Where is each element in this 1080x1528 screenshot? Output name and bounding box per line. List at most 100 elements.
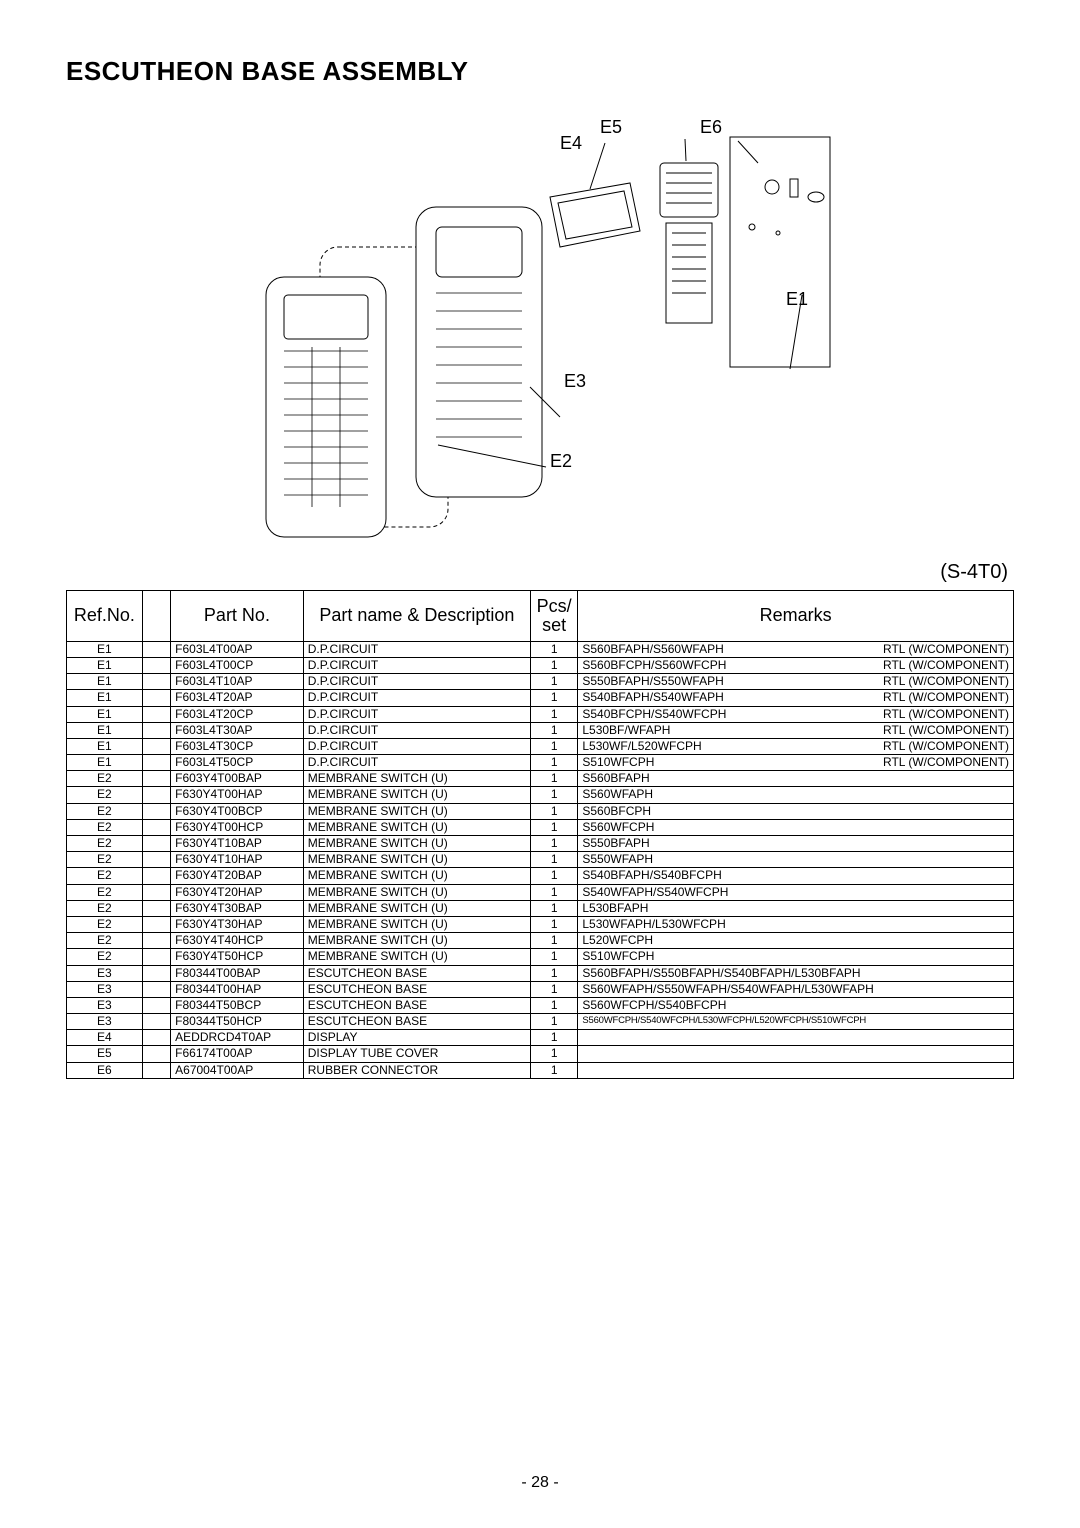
cell-ref: E2: [67, 900, 143, 916]
cell-ref: E6: [67, 1062, 143, 1078]
remarks-note: RTL (W/COMPONENT): [883, 724, 1009, 737]
cell-pcs: 1: [531, 1030, 578, 1046]
cell-description: D.P.CIRCUIT: [303, 674, 530, 690]
cell-part: A67004T00AP: [171, 1062, 304, 1078]
remarks-model: S560BFAPH/S550BFAPH/S540BFAPH/L530BFAPH: [582, 967, 860, 980]
table-row: E3F80344T50HCPESCUTCHEON BASE1S560WFCPH/…: [67, 1014, 1014, 1030]
cell-part: F80344T00HAP: [171, 981, 304, 997]
cell-flag: [142, 1014, 170, 1030]
table-row: E1F603L4T00APD.P.CIRCUIT1S560BFAPH/S560W…: [67, 641, 1014, 657]
cell-pcs: 1: [531, 997, 578, 1013]
table-row: E6A67004T00APRUBBER CONNECTOR1: [67, 1062, 1014, 1078]
cell-remarks: S540WFAPH/S540WFCPH: [578, 884, 1014, 900]
cell-flag: [142, 1046, 170, 1062]
cell-description: D.P.CIRCUIT: [303, 755, 530, 771]
cell-ref: E2: [67, 916, 143, 932]
cell-flag: [142, 738, 170, 754]
cell-flag: [142, 803, 170, 819]
cell-pcs: 1: [531, 1062, 578, 1078]
cell-remarks: S540BFAPH/S540BFCPH: [578, 868, 1014, 884]
cell-ref: E1: [67, 738, 143, 754]
remarks-model: S560WFAPH/S550WFAPH/S540WFAPH/L530WFAPH: [582, 983, 873, 996]
cell-part: F603L4T00CP: [171, 657, 304, 673]
cell-part: F630Y4T40HCP: [171, 933, 304, 949]
cell-pcs: 1: [531, 690, 578, 706]
remarks-model: L530BF/WFAPH: [582, 724, 670, 737]
remarks-model: S540BFAPH/S540WFAPH: [582, 691, 723, 704]
cell-ref: E2: [67, 819, 143, 835]
cell-part: AEDDRCD4T0AP: [171, 1030, 304, 1046]
table-row: E1F603L4T20CPD.P.CIRCUIT1S540BFCPH/S540W…: [67, 706, 1014, 722]
cell-remarks: L520WFCPH: [578, 933, 1014, 949]
th-remarks: Remarks: [578, 591, 1014, 642]
cell-description: MEMBRANE SWITCH (U): [303, 868, 530, 884]
cell-part: F630Y4T00HAP: [171, 787, 304, 803]
cell-description: MEMBRANE SWITCH (U): [303, 787, 530, 803]
cell-part: F630Y4T50HCP: [171, 949, 304, 965]
page-number: - 28 -: [0, 1474, 1080, 1492]
diagram-label-e6: E6: [700, 117, 722, 137]
cell-part: F603L4T10AP: [171, 674, 304, 690]
cell-part: F630Y4T10HAP: [171, 852, 304, 868]
diagram-label-e1: E1: [786, 289, 808, 309]
cell-pcs: 1: [531, 803, 578, 819]
diagram-label-e5: E5: [600, 117, 622, 137]
cell-flag: [142, 771, 170, 787]
cell-description: ESCUTCHEON BASE: [303, 997, 530, 1013]
cell-flag: [142, 916, 170, 932]
remarks-model: S510WFCPH: [582, 756, 654, 769]
table-row: E2F630Y4T10HAPMEMBRANE SWITCH (U)1S550WF…: [67, 852, 1014, 868]
cell-flag: [142, 819, 170, 835]
remarks-note: RTL (W/COMPONENT): [883, 708, 1009, 721]
cell-description: MEMBRANE SWITCH (U): [303, 884, 530, 900]
cell-flag: [142, 641, 170, 657]
cell-flag: [142, 1062, 170, 1078]
cell-remarks: S550WFAPH: [578, 852, 1014, 868]
table-row: E1F603L4T10APD.P.CIRCUIT1S550BFAPH/S550W…: [67, 674, 1014, 690]
cell-description: D.P.CIRCUIT: [303, 722, 530, 738]
cell-part: F603L4T20CP: [171, 706, 304, 722]
cell-remarks: S560BFAPH: [578, 771, 1014, 787]
cell-flag: [142, 787, 170, 803]
cell-part: F630Y4T10BAP: [171, 836, 304, 852]
cell-ref: E1: [67, 657, 143, 673]
remarks-model: S560BFAPH: [582, 772, 649, 785]
remarks-note: RTL (W/COMPONENT): [883, 756, 1009, 769]
cell-ref: E1: [67, 722, 143, 738]
remarks-model: S560WFCPH/S540WFCPH/L530WFCPH/L520WFCPH/…: [582, 1016, 866, 1026]
cell-pcs: 1: [531, 900, 578, 916]
cell-pcs: 1: [531, 819, 578, 835]
cell-remarks: [578, 1030, 1014, 1046]
remarks-model: L520WFCPH: [582, 934, 653, 947]
table-row: E2F630Y4T00HCPMEMBRANE SWITCH (U)1S560WF…: [67, 819, 1014, 835]
table-row: E1F603L4T50CPD.P.CIRCUIT1S510WFCPHRTL (W…: [67, 755, 1014, 771]
cell-remarks: S560BFCPH/S560WFCPHRTL (W/COMPONENT): [578, 657, 1014, 673]
cell-remarks: S560BFCPH: [578, 803, 1014, 819]
cell-remarks: S560WFAPH: [578, 787, 1014, 803]
remarks-model: S560WFCPH/S540BFCPH: [582, 999, 726, 1012]
cell-pcs: 1: [531, 981, 578, 997]
cell-description: MEMBRANE SWITCH (U): [303, 933, 530, 949]
cell-pcs: 1: [531, 722, 578, 738]
cell-pcs: 1: [531, 771, 578, 787]
cell-description: MEMBRANE SWITCH (U): [303, 852, 530, 868]
cell-description: D.P.CIRCUIT: [303, 706, 530, 722]
cell-remarks: S560BFAPH/S550BFAPH/S540BFAPH/L530BFAPH: [578, 965, 1014, 981]
table-row: E2F630Y4T20HAPMEMBRANE SWITCH (U)1S540WF…: [67, 884, 1014, 900]
remarks-note: RTL (W/COMPONENT): [883, 643, 1009, 656]
cell-flag: [142, 836, 170, 852]
cell-ref: E2: [67, 836, 143, 852]
remarks-model: S550WFAPH: [582, 853, 653, 866]
cell-pcs: 1: [531, 787, 578, 803]
cell-pcs: 1: [531, 836, 578, 852]
cell-part: F603L4T00AP: [171, 641, 304, 657]
table-row: E5F66174T00APDISPLAY TUBE COVER1: [67, 1046, 1014, 1062]
cell-pcs: 1: [531, 1014, 578, 1030]
cell-remarks: S560WFCPH/S540WFCPH/L530WFCPH/L520WFCPH/…: [578, 1014, 1014, 1030]
cell-pcs: 1: [531, 852, 578, 868]
remarks-model: S550BFAPH: [582, 837, 649, 850]
th-ref: Ref.No.: [67, 591, 143, 642]
cell-ref: E2: [67, 787, 143, 803]
remarks-model: S540BFAPH/S540BFCPH: [582, 869, 721, 882]
cell-flag: [142, 868, 170, 884]
